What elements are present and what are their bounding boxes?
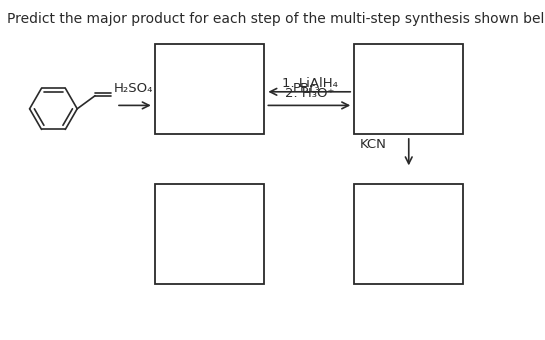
Text: 1. LiAlH₄: 1. LiAlH₄ (282, 77, 337, 90)
Text: Predict the major product for each step of the multi-step synthesis shown below.: Predict the major product for each step … (7, 12, 545, 26)
Bar (155, 44, 264, 134)
Text: KCN: KCN (360, 138, 387, 151)
Text: H₂SO₄: H₂SO₄ (114, 82, 153, 95)
Bar (354, 44, 463, 134)
Text: PBr₃: PBr₃ (293, 82, 321, 95)
Bar (354, 184, 463, 284)
Text: 2. H₃O⁺: 2. H₃O⁺ (285, 87, 334, 100)
Bar (155, 184, 264, 284)
